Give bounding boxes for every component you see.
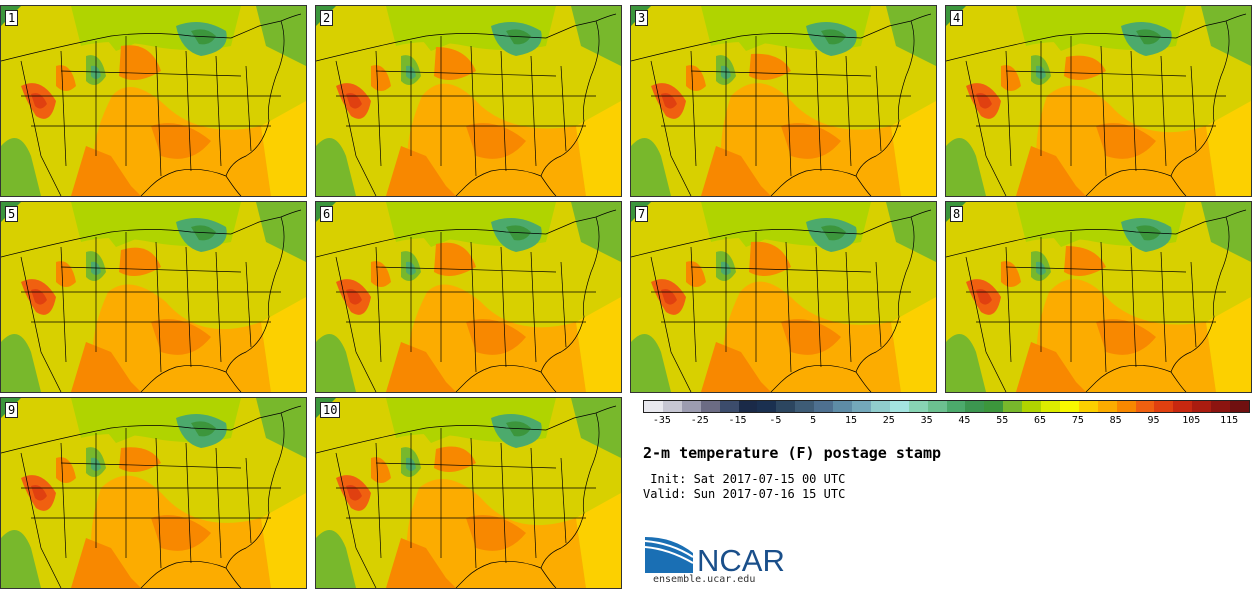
member-number-label: 7 xyxy=(635,206,649,222)
colorbar-tick-label: 65 xyxy=(1034,415,1047,426)
colorbar-swatch xyxy=(965,401,985,412)
logo-text: NCAR xyxy=(697,543,785,575)
colorbar-swatch xyxy=(927,401,947,412)
colorbar-swatch xyxy=(1154,401,1174,412)
ensemble-member-map: 8 xyxy=(945,201,1252,393)
colorbar-tick-label: 95 xyxy=(1147,415,1160,426)
colorbar-swatch xyxy=(1135,401,1155,412)
member-number-label: 1 xyxy=(5,10,19,26)
colorbar-tick-label: -35 xyxy=(652,415,671,426)
member-number-label: 6 xyxy=(320,206,334,222)
member-number-label: 8 xyxy=(950,206,964,222)
member-number-label: 5 xyxy=(5,206,19,222)
chart-title: 2-m temperature (F) postage stamp xyxy=(643,444,942,462)
colorbar-tick-label: 45 xyxy=(958,415,971,426)
colorbar-tick-label: 105 xyxy=(1182,415,1201,426)
colorbar-swatch xyxy=(1116,401,1136,412)
colorbar-swatch xyxy=(814,401,834,412)
colorbar-tick-label: 75 xyxy=(1071,415,1084,426)
colorbar-ticks: -35 -25 -15 -5 5 15 25 35 45 55 65 75 85 95 105 115 xyxy=(632,415,1257,429)
member-number-label: 2 xyxy=(320,10,334,26)
colorbar-swatch xyxy=(1097,401,1117,412)
colorbar-swatch xyxy=(719,401,739,412)
colorbar-swatch xyxy=(833,401,852,412)
member-number-label: 4 xyxy=(950,10,964,26)
colorbar-swatch xyxy=(776,401,796,412)
ensemble-member-map: 5 xyxy=(0,201,307,393)
ensemble-member-map: 3 xyxy=(630,5,937,197)
temperature-colorbar xyxy=(643,400,1250,413)
colorbar-swatch xyxy=(1041,401,1060,412)
colorbar-tick-label: 115 xyxy=(1220,415,1239,426)
ensemble-member-map: 10 xyxy=(315,397,622,589)
ensemble-member-map: 6 xyxy=(315,201,622,393)
colorbar-swatch xyxy=(1022,401,1042,412)
colorbar-tick-label: 55 xyxy=(996,415,1009,426)
colorbar-tick-label: 15 xyxy=(844,415,857,426)
member-number-label: 10 xyxy=(320,402,341,418)
colorbar-swatch xyxy=(984,401,1004,412)
valid-time: Valid: Sun 2017-07-16 15 UTC xyxy=(643,487,846,501)
colorbar-swatch xyxy=(870,401,890,412)
logo-url: ensemble.ucar.edu xyxy=(653,574,756,585)
colorbar-swatch xyxy=(644,401,663,412)
colorbar-swatch xyxy=(946,401,966,412)
member-number-label: 9 xyxy=(5,402,19,418)
colorbar-swatch xyxy=(700,401,720,412)
colorbar-tick-label: 35 xyxy=(920,415,933,426)
colorbar-swatch xyxy=(908,401,928,412)
colorbar-tick-label: -5 xyxy=(769,415,782,426)
colorbar-tick-label: 5 xyxy=(810,415,817,426)
colorbar-swatch xyxy=(681,401,701,412)
ncar-logo: NCAR xyxy=(643,531,793,578)
ensemble-member-map: 2 xyxy=(315,5,622,197)
colorbar-tick-label: 25 xyxy=(882,415,895,426)
colorbar-tick-label: -15 xyxy=(728,415,747,426)
colorbar-swatch xyxy=(1078,401,1098,412)
member-number-label: 3 xyxy=(635,10,649,26)
ensemble-member-map: 9 xyxy=(0,397,307,589)
ensemble-member-map: 7 xyxy=(630,201,937,393)
ensemble-member-map: 4 xyxy=(945,5,1252,197)
colorbar-swatch xyxy=(1230,401,1249,412)
colorbar-swatch xyxy=(1059,401,1079,412)
colorbar-swatch xyxy=(795,401,815,412)
colorbar-swatch xyxy=(757,401,777,412)
colorbar-swatch xyxy=(1192,401,1212,412)
init-time: Init: Sat 2017-07-15 00 UTC xyxy=(643,472,846,486)
colorbar-swatch xyxy=(1173,401,1193,412)
colorbar-tick-label: -25 xyxy=(690,415,709,426)
colorbar-swatch xyxy=(851,401,871,412)
colorbar-swatch xyxy=(1003,401,1023,412)
colorbar-swatch xyxy=(662,401,682,412)
colorbar-swatch xyxy=(738,401,758,412)
ensemble-member-map: 1 xyxy=(0,5,307,197)
colorbar-tick-label: 85 xyxy=(1109,415,1122,426)
colorbar-swatch xyxy=(1211,401,1231,412)
colorbar-swatch xyxy=(889,401,909,412)
